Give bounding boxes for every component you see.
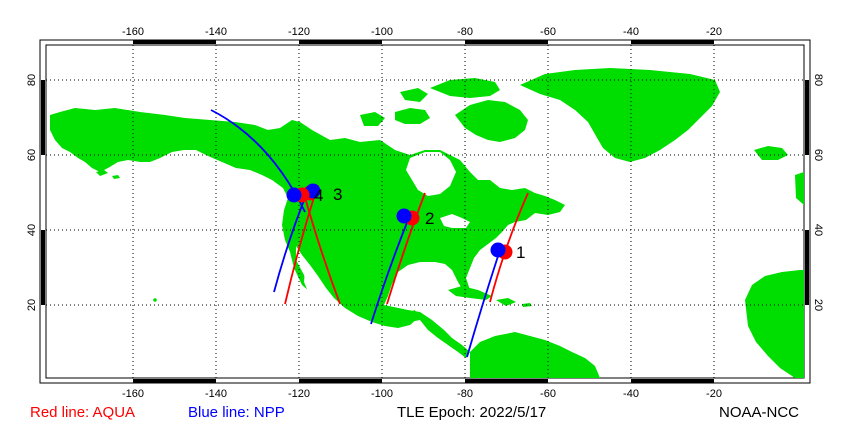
europe-edge <box>795 172 804 205</box>
aqua-track-pass-4 <box>302 189 341 305</box>
lat-tick-label: 80 <box>812 74 824 86</box>
africa <box>745 270 804 378</box>
lat-labels-right: 20 40 60 80 <box>812 74 824 311</box>
hispaniola <box>496 298 516 306</box>
arctic-island-b <box>360 112 385 126</box>
lon-tick-label: -20 <box>706 388 722 400</box>
npp-marker[interactable] <box>396 208 412 224</box>
lon-tick-label: -140 <box>205 388 227 400</box>
arctic-island-d <box>400 88 428 102</box>
lon-tick-label: -160 <box>122 388 144 400</box>
lon-tick-label: -120 <box>288 388 310 400</box>
hawaii-islands <box>153 298 157 302</box>
pass-marker-label: 1 <box>516 243 525 262</box>
great-lakes <box>440 214 470 228</box>
pass-markers <box>286 183 513 260</box>
lon-tick-label: -80 <box>457 26 473 38</box>
lon-tick-label: -60 <box>540 388 556 400</box>
lon-tick-label: -140 <box>205 26 227 38</box>
npp-track-pass-1 <box>466 249 501 358</box>
lat-tick-label: 80 <box>26 74 38 86</box>
baffin-island <box>455 100 528 142</box>
lon-labels-top: -160 -140 -120 -100 -80 -60 -40 -20 <box>122 26 722 38</box>
lat-labels-left: 20 40 60 80 <box>26 74 38 311</box>
lon-tick-label: -20 <box>706 26 722 38</box>
lat-tick-label: 40 <box>812 224 824 236</box>
pass-marker-label: 3 <box>333 185 342 204</box>
npp-marker[interactable] <box>490 242 506 258</box>
hudson-bay <box>406 152 456 196</box>
lat-tick-label: 40 <box>26 224 38 236</box>
lon-labels-bottom: -160 -140 -120 -100 -80 -60 -40 -20 <box>122 388 722 400</box>
gulf-of-california <box>304 270 316 298</box>
lat-tick-label: 60 <box>26 149 38 161</box>
lon-tick-label: -60 <box>540 26 556 38</box>
tle-epoch: TLE Epoch: 2022/5/17 <box>397 404 547 421</box>
arctic-island-c <box>430 78 500 98</box>
npp-legend: Blue line: NPP <box>188 404 285 421</box>
lon-tick-label: -40 <box>623 26 639 38</box>
lon-tick-label: -40 <box>623 388 639 400</box>
frame-scale-bars <box>41 40 809 383</box>
credit-label: NOAA-NCC <box>719 404 800 421</box>
aleutian-islands <box>96 170 120 179</box>
lat-tick-label: 60 <box>812 149 824 161</box>
lat-tick-label: 20 <box>812 299 824 311</box>
npp-track-pass-2 <box>370 214 411 325</box>
lon-tick-label: -160 <box>122 26 144 38</box>
aqua-legend: Red line: AQUA <box>30 404 136 421</box>
central-america <box>384 305 470 358</box>
inland-water-group <box>304 152 470 298</box>
cuba <box>448 286 492 300</box>
pass-marker-label: 4 <box>314 186 323 205</box>
iceland <box>754 146 788 160</box>
arctic-island-a <box>395 108 430 124</box>
npp-marker[interactable] <box>286 187 302 203</box>
lon-tick-label: -80 <box>457 388 473 400</box>
greenland <box>520 68 720 162</box>
lon-tick-label: -100 <box>371 388 393 400</box>
pass-marker-labels: 1 2 3 4 <box>314 185 525 262</box>
pass-marker-label: 2 <box>425 209 434 228</box>
lon-tick-label: -100 <box>371 26 393 38</box>
lon-tick-label: -120 <box>288 26 310 38</box>
south-america <box>470 332 600 378</box>
aqua-track-pass-2 <box>386 192 426 305</box>
lat-tick-label: 20 <box>26 299 38 311</box>
